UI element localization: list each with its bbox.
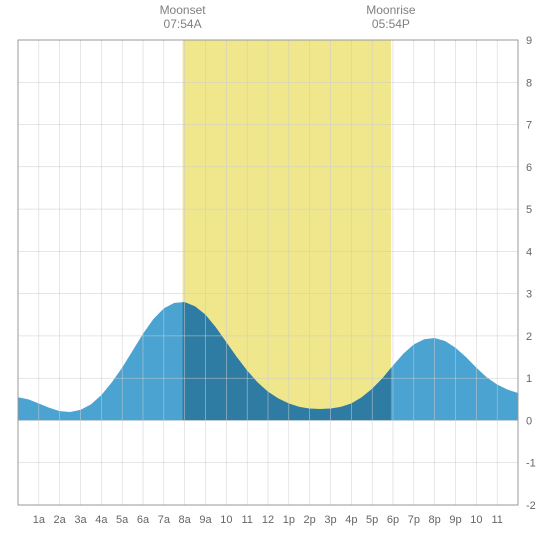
x-tick-label: 11 xyxy=(241,514,252,526)
tide-moon-chart: -2-101234567891a2a3a4a5a6a7a8a9a1011121p… xyxy=(0,0,550,550)
moon-annotation-title: Moonrise xyxy=(366,3,416,17)
moon-annotation-title: Moonset xyxy=(160,3,207,17)
x-tick-label: 7p xyxy=(408,514,420,526)
y-tick-label: -2 xyxy=(526,500,536,512)
y-tick-label: 8 xyxy=(526,77,532,89)
x-tick-label: 10 xyxy=(220,514,232,526)
x-tick-label: 2a xyxy=(54,514,67,526)
x-tick-label: 3a xyxy=(74,514,87,526)
x-tick-label: 8a xyxy=(179,514,192,526)
y-tick-label: 7 xyxy=(526,120,532,132)
y-tick-label: 5 xyxy=(526,204,532,216)
x-tick-label: 6p xyxy=(387,514,399,526)
x-tick-label: 3p xyxy=(324,514,336,526)
x-tick-label: 2p xyxy=(304,514,316,526)
x-tick-label: 6a xyxy=(137,514,150,526)
x-tick-label: 8p xyxy=(429,514,441,526)
x-tick-label: 4p xyxy=(345,514,357,526)
x-tick-label: 4a xyxy=(95,514,108,526)
x-tick-label: 11 xyxy=(491,514,502,526)
y-tick-label: 3 xyxy=(526,289,532,301)
y-tick-label: 1 xyxy=(526,373,532,385)
x-tick-label: 10 xyxy=(470,514,482,526)
x-tick-label: 7a xyxy=(158,514,171,526)
x-tick-label: 12 xyxy=(262,514,274,526)
y-tick-label: 6 xyxy=(526,162,532,174)
x-tick-label: 1p xyxy=(283,514,295,526)
x-tick-label: 9a xyxy=(199,514,212,526)
y-tick-label: -1 xyxy=(526,458,536,470)
x-tick-label: 1a xyxy=(33,514,46,526)
y-tick-label: 2 xyxy=(526,331,532,343)
x-tick-label: 9p xyxy=(449,514,461,526)
moon-annotation-time: 07:54A xyxy=(164,17,202,31)
y-tick-label: 0 xyxy=(526,415,532,427)
x-tick-label: 5p xyxy=(366,514,378,526)
y-tick-label: 4 xyxy=(526,246,532,258)
x-tick-label: 5a xyxy=(116,514,129,526)
moon-annotation-time: 05:54P xyxy=(372,17,410,31)
y-tick-label: 9 xyxy=(526,35,532,47)
